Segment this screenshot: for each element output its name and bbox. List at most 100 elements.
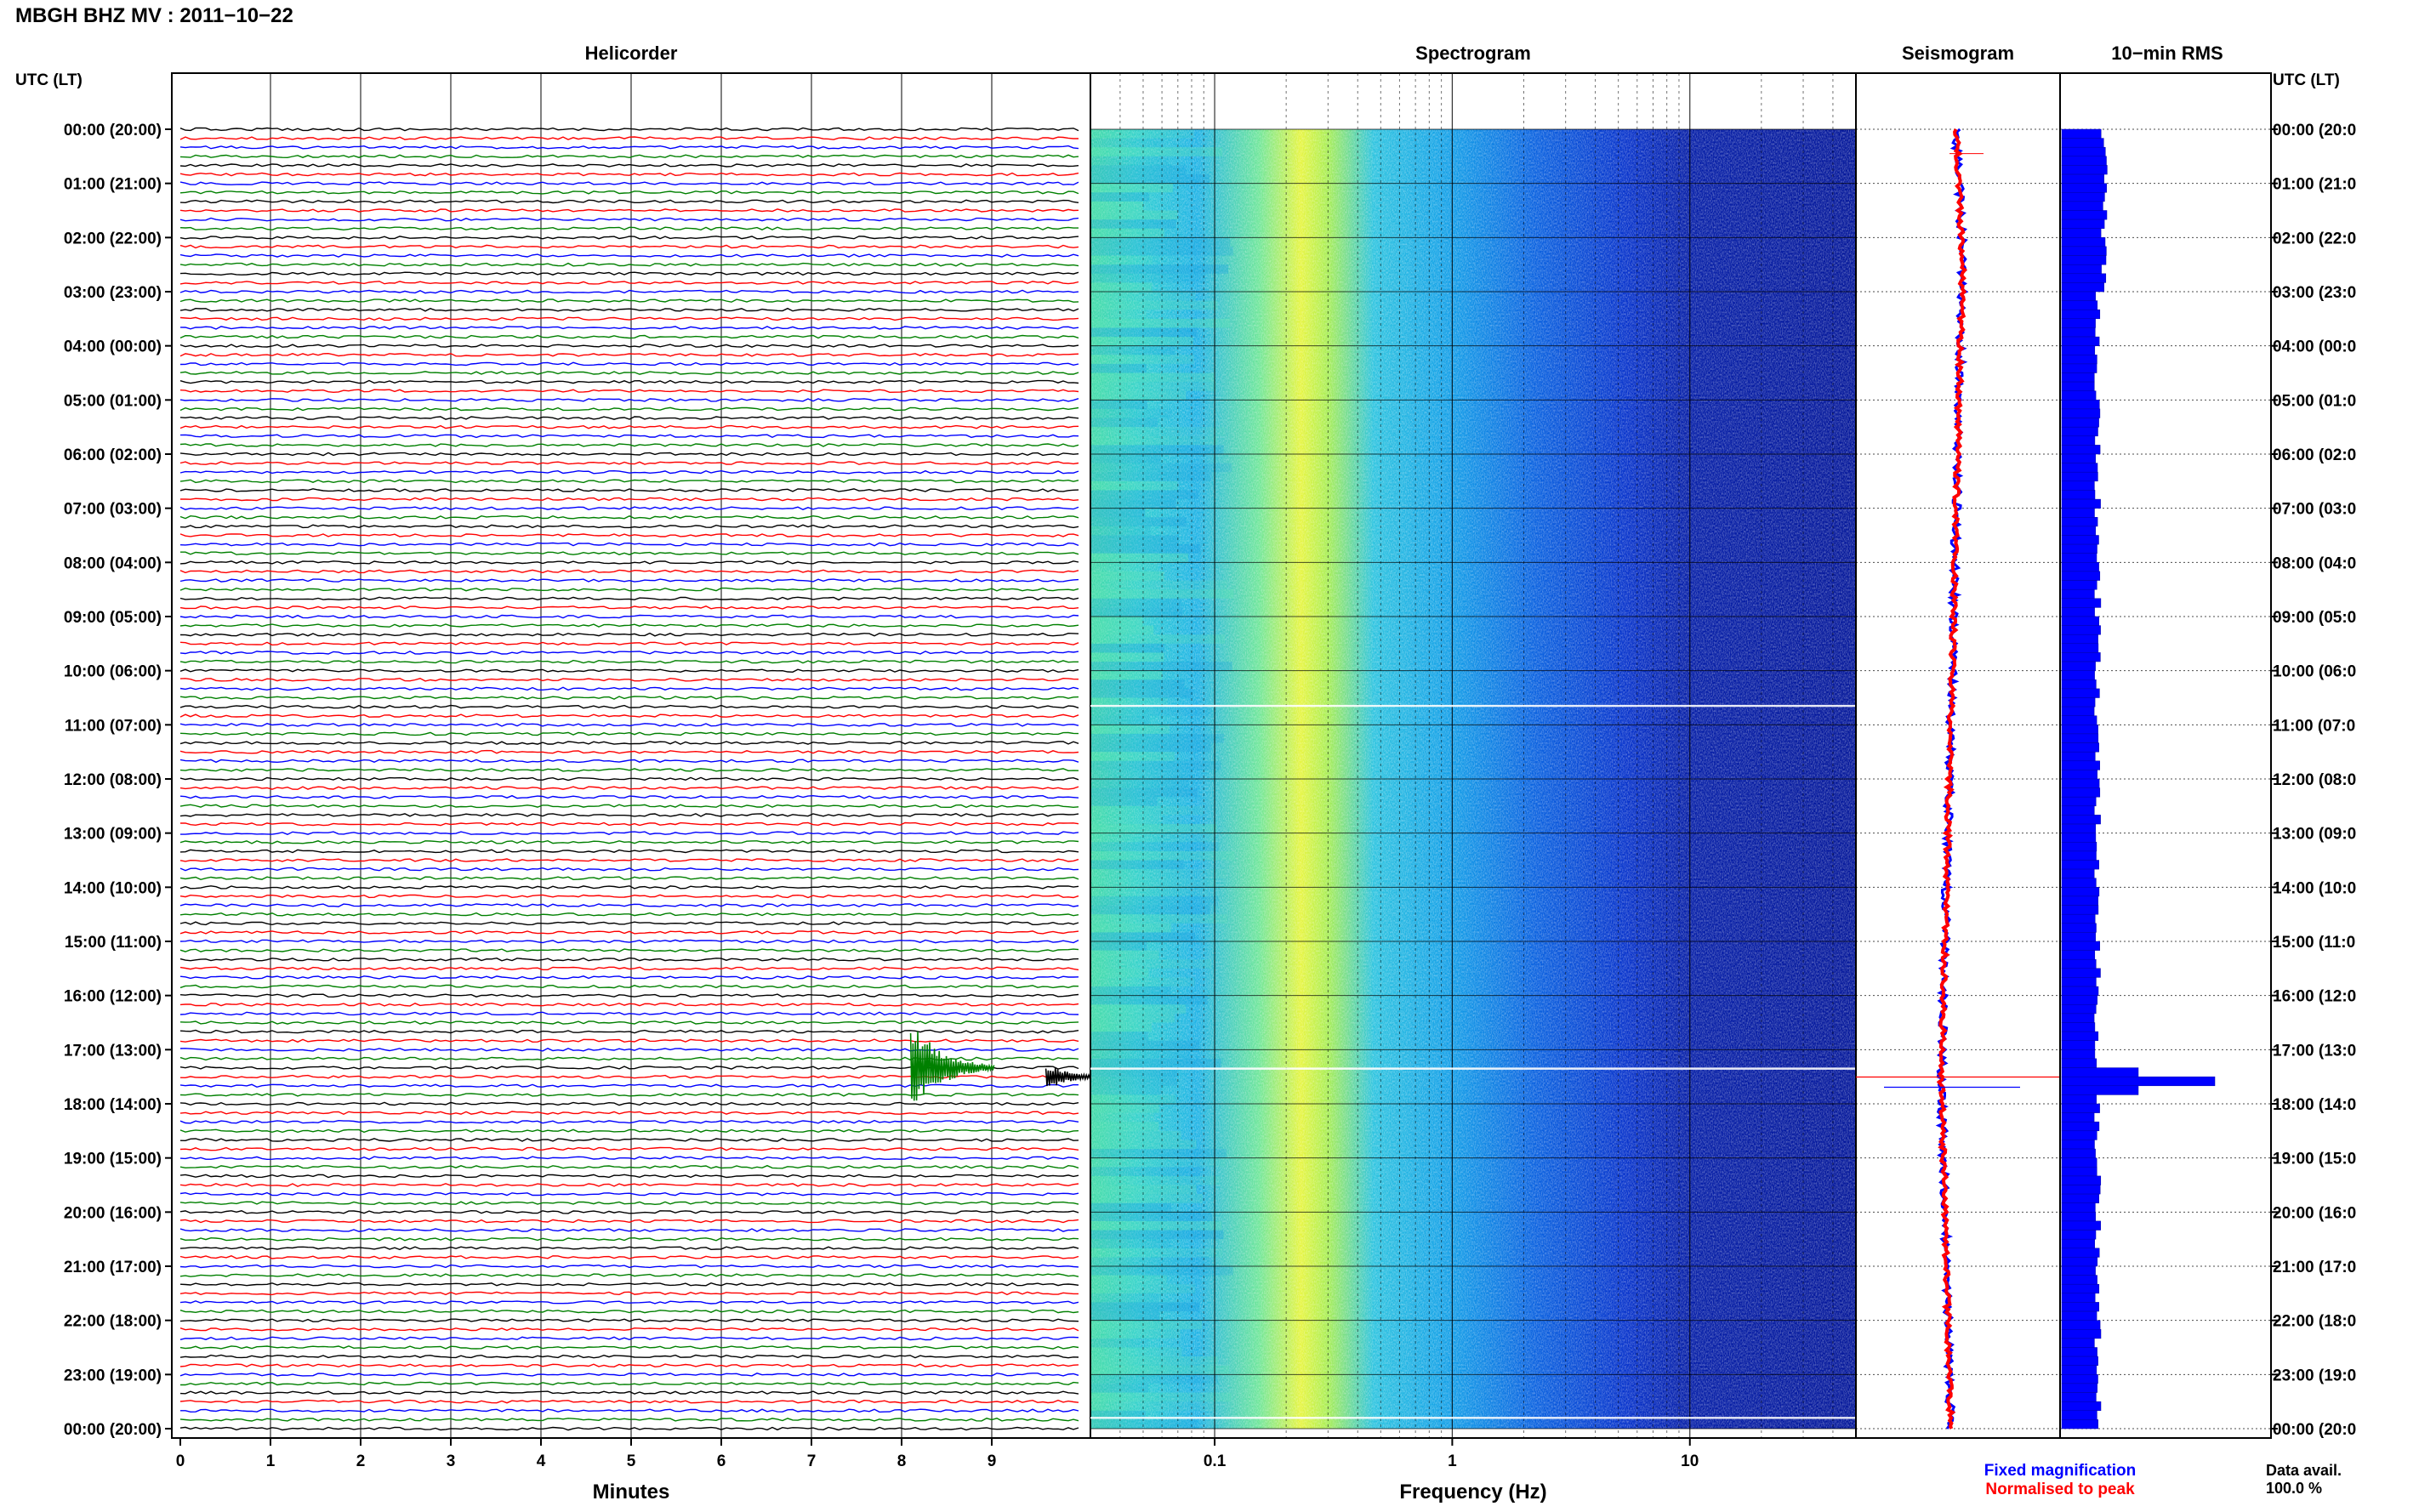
rms-bar <box>2061 156 2107 166</box>
spectrogram-stripe <box>1090 1130 1181 1140</box>
helicorder-trace <box>179 1345 1079 1350</box>
helicorder-trace <box>179 1156 1079 1161</box>
rms-bar <box>2061 1392 2097 1402</box>
spectrogram-stripe <box>1090 1140 1197 1150</box>
helicorder-trace <box>179 1390 1079 1395</box>
spectrogram-stripe <box>1090 1220 1222 1231</box>
rms-bar <box>2061 1230 2097 1240</box>
rms-bar <box>2061 400 2100 410</box>
rms-bar <box>2061 300 2098 310</box>
rms-bar <box>2061 291 2096 301</box>
helicorder-trace <box>179 731 1079 736</box>
spectrogram-stripe <box>1090 715 1150 725</box>
spectrogram-stripe <box>1090 733 1224 743</box>
rms-bar <box>2061 1130 2097 1140</box>
spectrogram-stripe <box>1090 382 1216 391</box>
rms-bar <box>2061 1202 2096 1213</box>
rms-bar <box>2061 390 2097 401</box>
rms-bar <box>2061 1401 2102 1412</box>
rms-bar <box>2061 1238 2095 1249</box>
time-label-left: 12:00 (08:00) <box>64 771 162 789</box>
rms-bar <box>2061 815 2101 825</box>
rms-bar <box>2061 1167 2097 1177</box>
spectrogram-stripe <box>1090 760 1221 770</box>
helicorder-trace <box>179 253 1079 258</box>
rms-bar <box>2061 336 2100 346</box>
time-label-left: 16:00 (12:00) <box>64 988 162 1006</box>
rms-bar <box>2061 1383 2097 1393</box>
helicorder-trace <box>179 867 1079 872</box>
spectrogram-stripe <box>1090 517 1187 526</box>
rms-bar <box>2061 1140 2095 1150</box>
time-label-right: 11:00 (07:0 <box>2273 717 2355 735</box>
spectrogram-stripe <box>1090 815 1162 825</box>
helicorder-trace <box>179 677 1079 682</box>
spectrogram-stripe <box>1090 662 1232 671</box>
rms-bar <box>2061 264 2102 275</box>
time-label-right: 08:00 (04:0 <box>2273 554 2356 572</box>
spectrogram-stripe <box>1090 1392 1232 1402</box>
helicorder-trace <box>179 326 1079 330</box>
spectrogram-stripe <box>1090 1004 1187 1014</box>
time-label-left: 07:00 (03:00) <box>64 501 162 519</box>
rms-bar <box>2061 1293 2096 1303</box>
rms-bar <box>2061 355 2097 365</box>
time-label-right: 14:00 (10:0 <box>2273 879 2356 897</box>
spectrogram-stripe <box>1090 318 1231 328</box>
rms-bar <box>2061 255 2107 265</box>
spectrogram-stripe <box>1090 1202 1171 1213</box>
helicorder-trace <box>179 1228 1079 1232</box>
rms-bar <box>2061 770 2097 780</box>
helicorder-trace <box>179 154 1079 159</box>
spectrogram-stripe <box>1090 418 1158 428</box>
rms-bar <box>2061 1374 2098 1384</box>
spectrogram-stripe <box>1090 779 1189 788</box>
spectrogram-stripe <box>1090 292 1196 301</box>
rms-bar <box>2061 327 2096 338</box>
spectrogram-stripe <box>1090 1085 1162 1095</box>
rms-bar <box>2061 165 2108 175</box>
spectrogram-stripe <box>1090 1185 1197 1195</box>
helicorder-trace <box>179 1273 1079 1277</box>
spectrogram-stripe <box>1090 652 1164 662</box>
spectrogram-stripe <box>1090 228 1164 238</box>
helicorder-trace <box>179 1183 1079 1187</box>
spectrogram-stripe <box>1090 1094 1176 1104</box>
spectrogram-stripe <box>1090 842 1219 851</box>
rms-bar <box>2061 1265 2096 1276</box>
spectrogram-stripe <box>1090 1077 1177 1086</box>
time-label-left: 09:00 (05:00) <box>64 609 162 627</box>
helicorder-trace <box>179 623 1079 628</box>
time-label-right: 22:00 (18:0 <box>2273 1313 2356 1331</box>
rms-bar <box>2061 453 2096 463</box>
spectrogram-stripe <box>1090 959 1211 969</box>
spectrogram-stripe <box>1090 1293 1158 1303</box>
rms-bar <box>2061 932 2096 942</box>
rms-bar <box>2061 1103 2100 1113</box>
rms-bar <box>2061 526 2097 536</box>
spectrogram-stripe <box>1090 643 1165 653</box>
spectrogram-stripe <box>1090 1311 1160 1321</box>
rms-bar <box>2061 697 2096 708</box>
frequency-tick-label: 0.1 <box>1204 1452 1227 1470</box>
rms-bar <box>2061 580 2097 590</box>
helicorder-trace <box>179 975 1079 980</box>
helicorder-trace <box>179 1318 1079 1322</box>
rms-bar <box>2061 1076 2216 1087</box>
rms-bar <box>2061 733 2099 743</box>
helicorder-trace <box>179 903 1079 907</box>
spectrogram-stripe <box>1090 634 1226 644</box>
helicorder-trace <box>179 813 1079 817</box>
time-label-right: 05:00 (01:0 <box>2273 392 2356 410</box>
time-label-left: 02:00 (22:00) <box>64 230 162 247</box>
rms-bar <box>2061 146 2106 157</box>
helicorder-trace <box>179 1399 1079 1404</box>
time-label-left: 11:00 (07:00) <box>65 717 162 735</box>
rms-bar <box>2061 950 2096 960</box>
seismogram-normalised-line <box>1936 128 1967 1430</box>
rms-bar <box>2061 1329 2102 1339</box>
minute-tick-label: 0 <box>176 1452 185 1470</box>
rms-bar <box>2061 661 2096 671</box>
rms-bar <box>2061 435 2096 446</box>
spectrogram-stripe <box>1090 1040 1200 1050</box>
